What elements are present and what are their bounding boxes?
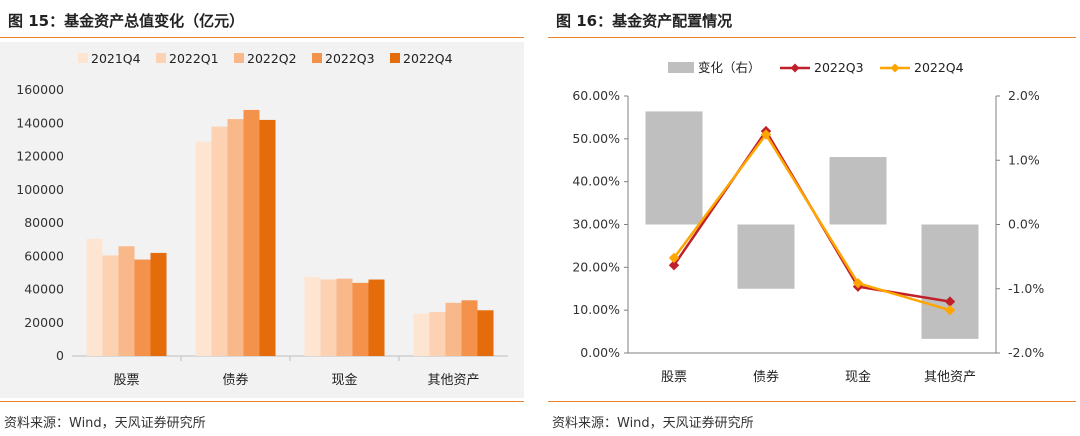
bar-chart-asset-total: 0 20000 40000 60000 80000 100000 120000 140000 1…: [16, 51, 508, 388]
bar-2022Q3-现金: [352, 282, 369, 356]
y-tick-label: 0: [56, 348, 64, 363]
y-tick-label-left: 60.00%: [572, 88, 620, 103]
point-2022Q4-股票: [668, 252, 680, 264]
bottom-divider: [548, 401, 1076, 402]
x-tick-label: 债券: [222, 372, 248, 388]
y-tick-label-left: 20.00%: [572, 259, 620, 274]
bar-2022Q3-债券: [243, 109, 260, 356]
y-tick-label-right: 2.0%: [1008, 88, 1040, 103]
point-2022Q3-股票: [668, 259, 680, 271]
y-tick-label: 100000: [16, 182, 64, 197]
bar-2022Q1-其他资产: [429, 311, 446, 356]
bar-2022Q1-股票: [102, 255, 119, 356]
legend-marker-2022Q4: [890, 63, 900, 73]
y-tick-label-right: -1.0%: [1008, 281, 1044, 296]
legend-label: 2022Q3: [325, 51, 375, 66]
legend-label: 2022Q1: [169, 51, 219, 66]
x-tick-label: 股票: [113, 373, 139, 388]
bar-2022Q4-股票: [150, 252, 167, 356]
legend-swatch-2021Q4: [78, 53, 88, 63]
legend-label: 2022Q2: [247, 51, 297, 66]
bar-2022Q2-股票: [118, 246, 135, 356]
bar-2022Q2-债券: [227, 119, 244, 356]
point-2022Q4-债券: [760, 129, 772, 140]
source-note: 资料来源：Wind，天风证券研究所: [4, 416, 206, 431]
point-2022Q4-现金: [852, 277, 864, 289]
chart-title: 图 15：基金资产总值变化（亿元）: [8, 12, 245, 30]
x-tick-label: 现金: [845, 369, 871, 385]
bar-2022Q1-债券: [211, 126, 228, 356]
chart-title: 图 16：基金资产配置情况: [556, 12, 733, 30]
bar-2022Q4-现金: [368, 279, 385, 356]
y-tick-label-left: 40.00%: [572, 174, 620, 189]
x-tick-label: 其他资产: [924, 370, 976, 385]
y-tick-label-left: 30.00%: [572, 217, 620, 232]
y-tick-label-left: 10.00%: [572, 302, 620, 317]
legend-swatch-2022Q4: [390, 53, 400, 63]
combo-chart-asset-allocation: 0.00% 10.00% 20.00% 30.00% 40.00% 50.00% 60.00…: [572, 60, 1044, 385]
bar-2022Q1-现金: [320, 279, 337, 356]
legend-marker-2022Q3: [790, 63, 800, 73]
legend-swatch-bars: [668, 62, 694, 73]
x-tick-label: 股票: [661, 370, 687, 385]
y-tick-label-right: -2.0%: [1008, 345, 1044, 360]
y-tick-label: 80000: [24, 215, 64, 230]
bar-change-股票: [645, 111, 703, 225]
bar-change-债券: [737, 224, 795, 289]
bar-change-现金: [829, 157, 887, 225]
bar-2021Q4-债券: [195, 141, 212, 356]
series-line-2022Q4: [672, 132, 951, 312]
title-divider: [548, 37, 1076, 38]
bar-2022Q3-其他资产: [461, 300, 478, 356]
legend-label: 2022Q4: [914, 60, 964, 75]
legend-swatch-2022Q3: [312, 53, 322, 63]
x-tick-label: 现金: [331, 372, 357, 388]
y-tick-label: 120000: [16, 149, 64, 164]
panel-right-asset-allocation: 图 16：基金资产配置情况 0.00% 10.00% 20.00% 30.00% 40.…: [548, 0, 1080, 436]
x-tick-label: 其他资产: [427, 373, 479, 388]
bar-2021Q4-其他资产: [413, 313, 430, 356]
panel-left-asset-total: 图 15：基金资产总值变化（亿元） 0 20000 40000 60000 80000 1…: [0, 0, 528, 436]
bottom-divider: [0, 401, 524, 402]
title-divider: [0, 37, 524, 38]
bar-change-其他资产: [921, 224, 979, 339]
legend-swatch-2022Q1: [156, 53, 166, 63]
point-2022Q4-其他资产: [944, 304, 956, 316]
bar-2022Q2-其他资产: [445, 302, 462, 356]
legend-label: 2022Q4: [403, 51, 453, 66]
legend-label: 2021Q4: [91, 51, 141, 66]
y-tick-label: 20000: [24, 315, 64, 330]
legend-label: 变化（右）: [698, 60, 761, 75]
bar-2022Q4-其他资产: [477, 310, 494, 356]
x-tick-label: 债券: [753, 369, 779, 385]
series-line-2022Q3: [672, 128, 951, 303]
y-tick-label-right: 1.0%: [1008, 152, 1040, 167]
bar-2021Q4-现金: [304, 277, 321, 356]
bar-2022Q2-现金: [336, 278, 353, 356]
y-tick-label: 40000: [24, 282, 64, 297]
y-tick-label: 140000: [16, 115, 64, 130]
legend-swatch-2022Q2: [234, 53, 244, 63]
source-note: 资料来源：Wind，天风证券研究所: [552, 416, 754, 431]
bar-2021Q4-股票: [86, 238, 103, 356]
bar-2022Q4-债券: [259, 119, 276, 356]
y-tick-label-left: 0.00%: [580, 345, 620, 360]
y-tick-label: 160000: [16, 82, 64, 97]
y-tick-label-right: 0.0%: [1008, 217, 1040, 232]
bar-2022Q3-股票: [134, 259, 151, 356]
y-tick-label: 60000: [24, 248, 64, 263]
legend-label: 2022Q3: [814, 60, 864, 75]
y-tick-label-left: 50.00%: [572, 131, 620, 146]
